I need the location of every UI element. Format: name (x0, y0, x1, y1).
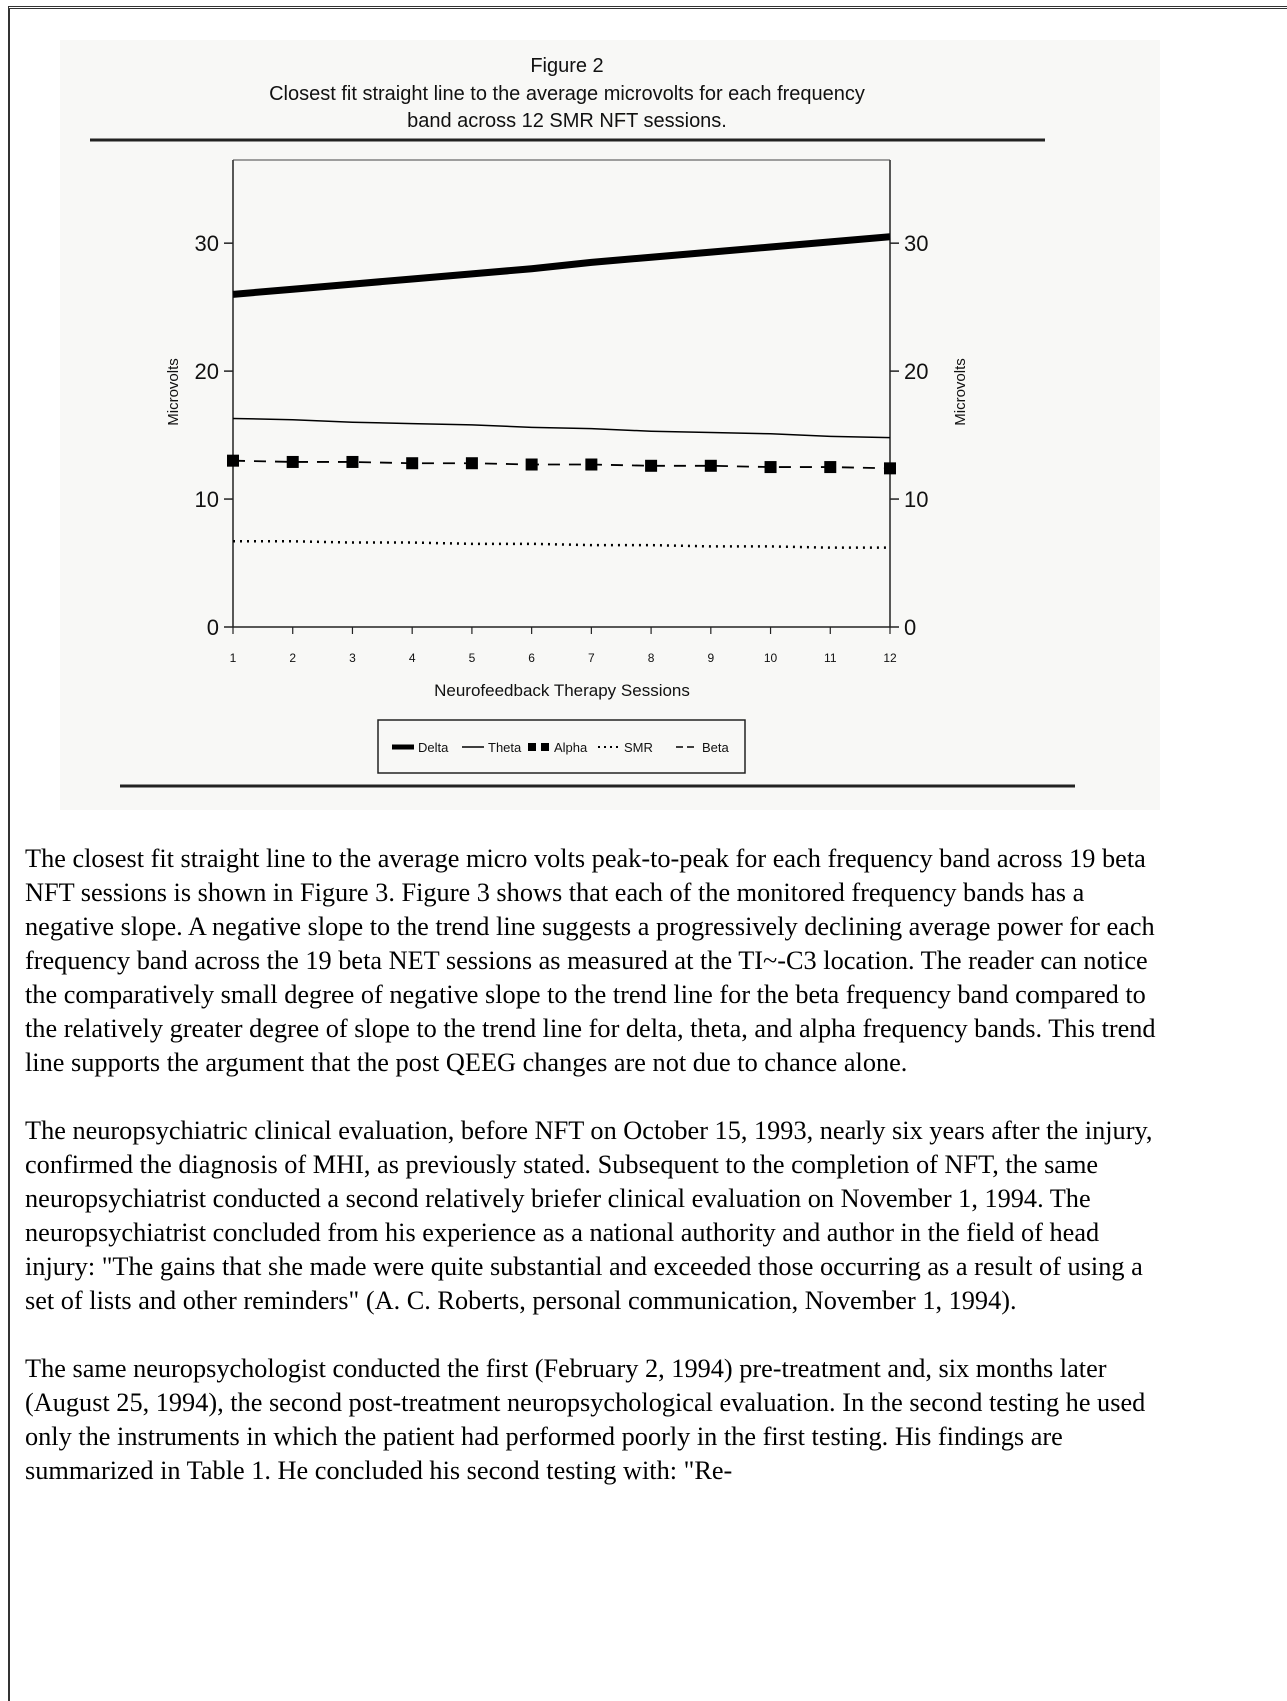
x-tick-label: 6 (528, 651, 535, 665)
y2-tick-label: 20 (904, 359, 928, 384)
chart-subtitle: Closest fit straight line to the average… (269, 83, 865, 105)
y2-tick-label: 0 (904, 615, 916, 640)
legend-swatch (541, 743, 549, 751)
x-tick-label: 2 (289, 651, 296, 665)
y2-tick-label: 10 (904, 487, 928, 512)
data-point (286, 455, 299, 468)
data-point (346, 455, 359, 468)
series-line (233, 540, 890, 549)
figure: Figure 2 Closest fit straight line to th… (60, 40, 1160, 810)
data-point (764, 461, 777, 474)
y-axis-label: Microvolts (165, 358, 182, 426)
paragraph: The neuropsychiatric clinical evaluation… (25, 1116, 1153, 1315)
x-tick-label: 10 (764, 651, 778, 665)
y-tick-label: 20 (195, 359, 219, 384)
chart-title: Figure 2 (530, 55, 603, 77)
legend-label: Beta (702, 740, 730, 755)
figure-background (60, 40, 1160, 810)
legend-label: SMR (624, 740, 653, 755)
x-tick-label: 9 (707, 651, 714, 665)
y2-tick-label: 30 (904, 231, 928, 256)
legend-label: Theta (488, 740, 522, 755)
x-tick-label: 1 (230, 651, 237, 665)
y-tick-label: 0 (207, 615, 219, 640)
data-point (704, 459, 717, 472)
x-tick-label: 8 (648, 651, 655, 665)
x-axis-label: Neurofeedback Therapy Sessions (434, 681, 690, 700)
paragraph: The same neuropsychologist conducted the… (25, 1354, 1146, 1485)
x-tick-label: 7 (588, 651, 595, 665)
x-tick-label: 12 (883, 651, 897, 665)
legend-label: Delta (418, 740, 449, 755)
chart-subtitle: band across 12 SMR NFT sessions. (407, 110, 727, 132)
legend-swatch (528, 743, 536, 751)
series-line (232, 417, 891, 439)
y-tick-label: 30 (195, 231, 219, 256)
page-frame (8, 6, 1287, 1701)
x-tick-label: 4 (409, 651, 416, 665)
x-tick-label: 5 (469, 651, 476, 665)
legend-box (377, 719, 746, 774)
series-line (232, 459, 891, 470)
x-tick-label: 3 (349, 651, 356, 665)
legend-label: Alpha (554, 740, 588, 755)
y2-axis-label: Microvolts (952, 358, 969, 426)
series-line (232, 233, 891, 298)
data-point (645, 459, 658, 472)
x-tick-label: 11 (824, 651, 837, 665)
body-text: The closest fit straight line to the ave… (25, 842, 1175, 1522)
y-tick-label: 10 (195, 487, 219, 512)
paragraph: The closest fit straight line to the ave… (25, 844, 1156, 1077)
